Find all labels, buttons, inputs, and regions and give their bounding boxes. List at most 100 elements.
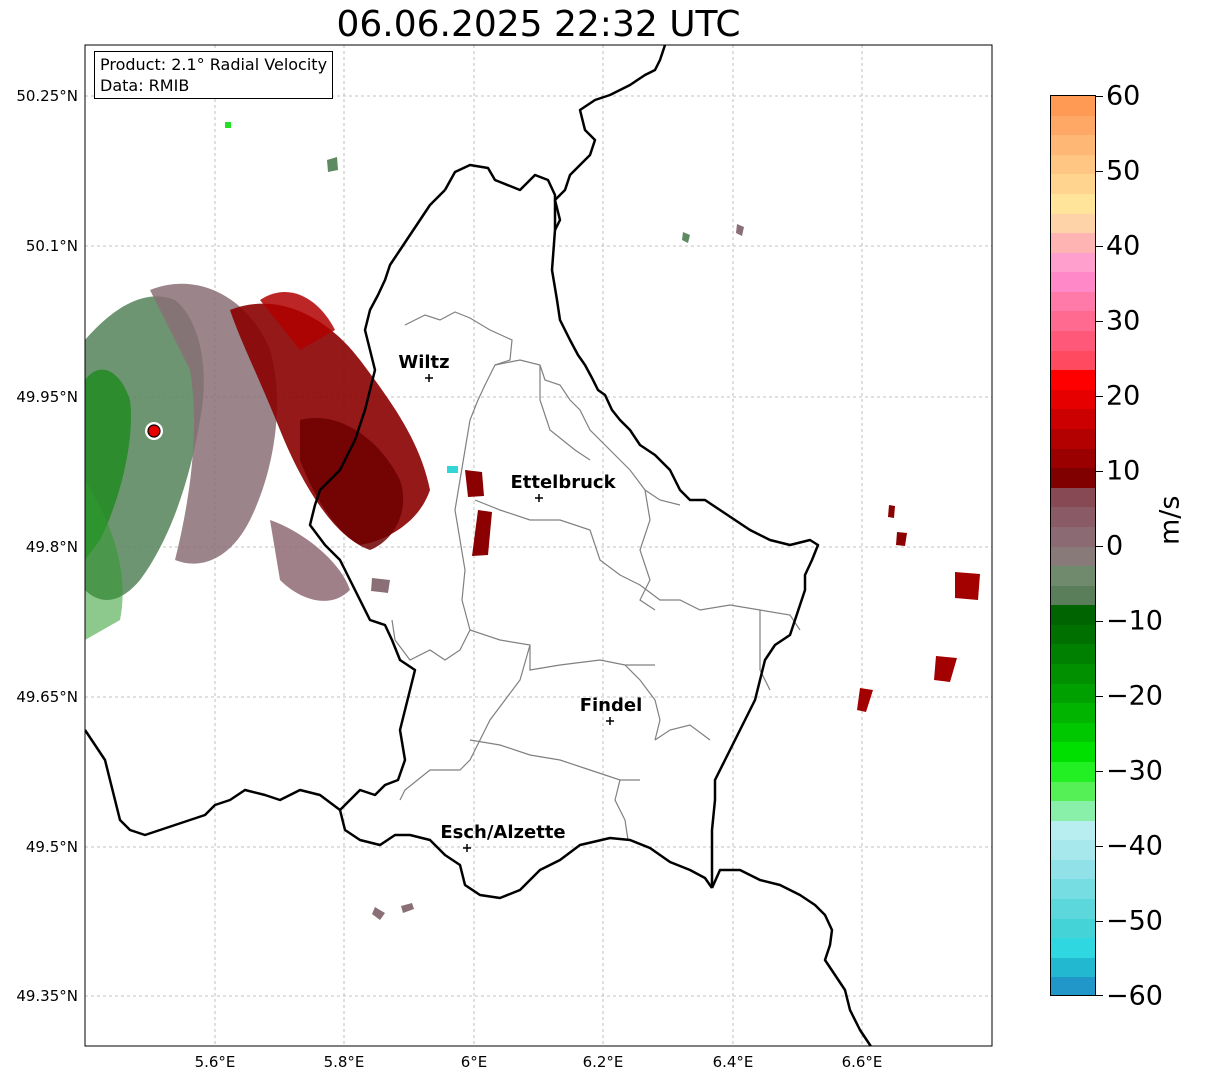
colorbar-segment [1051, 409, 1095, 430]
colorbar-segment [1051, 272, 1095, 293]
colorbar-segment [1051, 585, 1095, 607]
radar-echoes [85, 122, 980, 920]
colorbar-segment [1051, 487, 1095, 509]
colorbar-segment [1051, 252, 1095, 274]
colorbar-segment [1051, 174, 1095, 195]
colorbar-segment [1051, 624, 1095, 646]
colorbar-segment [1051, 859, 1095, 881]
colorbar-segment [1051, 566, 1095, 587]
colorbar-tick: −50 [1106, 905, 1163, 937]
colorbar-segment [1051, 526, 1095, 548]
colorbar-segment [1051, 977, 1095, 995]
lat-tick-labels: 50.25°N 50.1°N 49.95°N 49.8°N 49.65°N 49… [16, 87, 78, 1005]
colorbar-segment [1051, 683, 1095, 705]
colorbar-tick-mark [1096, 96, 1103, 97]
colorbar-segment [1051, 507, 1095, 528]
colorbar-segment [1051, 703, 1095, 724]
velocity-colorbar [1050, 95, 1096, 996]
colorbar-tick-mark [1096, 621, 1103, 622]
district-boundaries [391, 311, 801, 841]
colorbar-segment [1051, 722, 1095, 744]
colorbar-segment [1051, 781, 1095, 803]
colorbar-segment [1051, 938, 1095, 959]
colorbar-segment [1051, 154, 1095, 176]
colorbar-segment [1051, 840, 1095, 861]
colorbar-tick: 0 [1106, 530, 1124, 562]
colorbar-tick-mark [1096, 771, 1103, 772]
colorbar-segment [1051, 820, 1095, 842]
colorbar-tick: 20 [1106, 380, 1141, 412]
colorbar-tick: −60 [1106, 980, 1163, 1012]
colorbar-segment [1051, 546, 1095, 568]
colorbar-segment [1051, 96, 1095, 117]
colorbar-segment [1051, 899, 1095, 920]
colorbar-segment [1051, 115, 1095, 137]
colorbar-segment [1051, 918, 1095, 940]
lat-tick: 49.65°N [16, 688, 78, 706]
colorbar-segment [1051, 311, 1095, 333]
colorbar-tick: −30 [1106, 755, 1163, 787]
colorbar-segment [1051, 605, 1095, 626]
colorbar-tick: 30 [1106, 305, 1141, 337]
colorbar-segment [1051, 664, 1095, 685]
colorbar-segment [1051, 957, 1095, 979]
city-label-esch-alzette: Esch/Alzette [440, 822, 565, 843]
lon-tick: 5.8°E [324, 1053, 365, 1071]
colorbar-tick-mark [1096, 246, 1103, 247]
colorbar-tick-mark [1096, 696, 1103, 697]
colorbar-segment [1051, 193, 1095, 215]
city-label-findel: Findel [580, 695, 643, 716]
colorbar-tick: 10 [1106, 455, 1141, 487]
lon-tick: 6.4°E [713, 1053, 754, 1071]
colorbar-segment [1051, 428, 1095, 450]
colorbar-tick-mark [1096, 321, 1103, 322]
colorbar-segment [1051, 468, 1095, 489]
colorbar-tick: −20 [1106, 680, 1163, 712]
plot-frame [84, 44, 993, 1047]
colorbar-segment [1051, 742, 1095, 763]
colorbar-segment [1051, 291, 1095, 313]
product-text: Product: 2.1° Radial Velocity [100, 55, 328, 74]
colorbar-segment [1051, 331, 1095, 352]
map-title: 06.06.2025 22:32 UTC [336, 4, 741, 45]
lon-tick-labels: 5.6°E 5.8°E 6°E 6.2°E 6.4°E 6.6°E [195, 1053, 883, 1071]
colorbar-segment [1051, 761, 1095, 783]
colorbar-segment [1051, 879, 1095, 901]
lat-tick: 49.5°N [26, 838, 78, 856]
colorbar-segment [1051, 135, 1095, 156]
colorbar-tick-mark [1096, 921, 1103, 922]
product-info-box: Product: 2.1° Radial Velocity Data: RMIB [94, 51, 334, 99]
data-source-text: Data: RMIB [100, 76, 190, 95]
radar-site[interactable] [145, 422, 163, 440]
lat-tick: 49.35°N [16, 987, 78, 1005]
colorbar-tick-mark [1096, 471, 1103, 472]
colorbar-tick: −10 [1106, 605, 1163, 637]
colorbar-tick: 40 [1106, 230, 1141, 262]
colorbar-segment [1051, 389, 1095, 411]
city-label-ettelbruck: Ettelbruck [510, 472, 616, 493]
lon-tick: 5.6°E [195, 1053, 236, 1071]
colorbar-tick: −40 [1106, 830, 1163, 862]
colorbar-tick-mark [1096, 995, 1103, 996]
lon-tick: 6°E [461, 1053, 488, 1071]
colorbar-tick-mark [1096, 846, 1103, 847]
colorbar-segment [1051, 801, 1095, 822]
colorbar-segment [1051, 213, 1095, 235]
lat-tick: 49.8°N [26, 538, 78, 556]
city-label-wiltz: Wiltz [398, 352, 449, 373]
lon-tick: 6.6°E [842, 1053, 883, 1071]
colorbar-tick: 50 [1106, 155, 1141, 187]
lat-tick: 50.25°N [16, 87, 78, 105]
country-borders [85, 45, 873, 1046]
colorbar-segment [1051, 350, 1095, 372]
colorbar-segment [1051, 233, 1095, 254]
colorbar-tick-mark [1096, 546, 1103, 547]
lat-tick: 49.95°N [16, 388, 78, 406]
colorbar-label: m/s [1154, 495, 1186, 545]
colorbar-tick: 60 [1106, 80, 1141, 112]
colorbar-segment [1051, 370, 1095, 391]
colorbar-tick-mark [1096, 396, 1103, 397]
colorbar-segment [1051, 644, 1095, 665]
colorbar-segment [1051, 448, 1095, 470]
